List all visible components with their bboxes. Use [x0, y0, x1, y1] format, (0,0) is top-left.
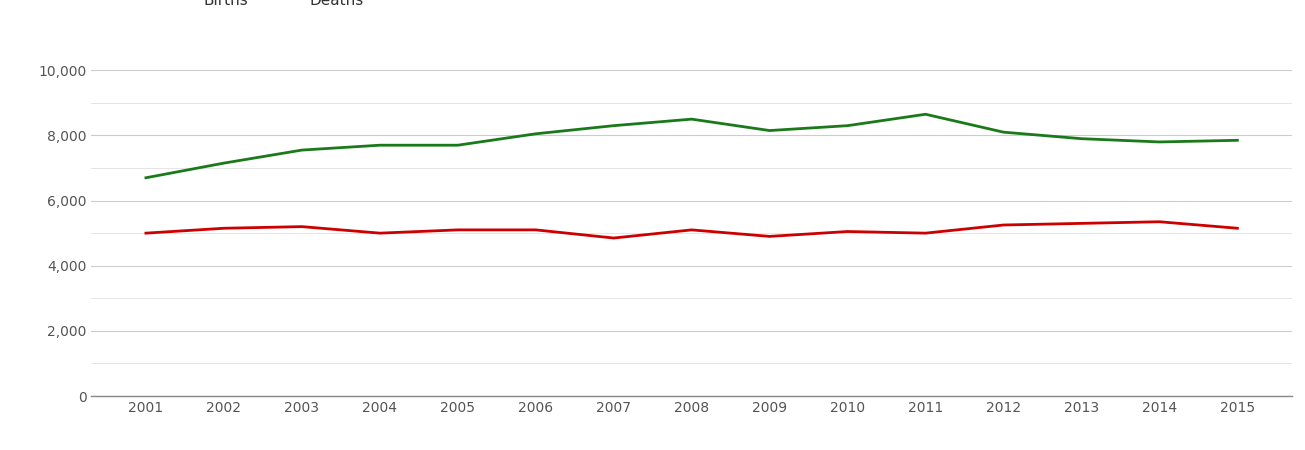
- Deaths: [1074, 220, 1090, 226]
- Births: [450, 143, 466, 148]
- Deaths: [450, 227, 466, 233]
- Deaths: [217, 225, 232, 231]
- Deaths: [762, 234, 778, 239]
- Births: [762, 128, 778, 133]
- Deaths: [996, 222, 1011, 228]
- Births: [372, 143, 388, 148]
- Deaths: [684, 227, 699, 233]
- Deaths: [138, 230, 154, 236]
- Births: [684, 117, 699, 122]
- Births: [996, 130, 1011, 135]
- Births: [917, 112, 933, 117]
- Births: [1074, 136, 1090, 141]
- Deaths: [1229, 225, 1245, 231]
- Births: [839, 123, 855, 128]
- Births: [294, 148, 309, 153]
- Deaths: [606, 235, 621, 241]
- Deaths: [917, 230, 933, 236]
- Deaths: [372, 230, 388, 236]
- Deaths: [1151, 219, 1167, 225]
- Legend: Births, Deaths: Births, Deaths: [159, 0, 369, 14]
- Line: Births: Births: [146, 114, 1237, 178]
- Births: [1229, 138, 1245, 143]
- Births: [217, 160, 232, 166]
- Deaths: [294, 224, 309, 230]
- Births: [606, 123, 621, 128]
- Deaths: [839, 229, 855, 234]
- Births: [1151, 139, 1167, 144]
- Deaths: [529, 227, 544, 233]
- Births: [138, 175, 154, 180]
- Line: Deaths: Deaths: [146, 222, 1237, 238]
- Births: [529, 131, 544, 136]
